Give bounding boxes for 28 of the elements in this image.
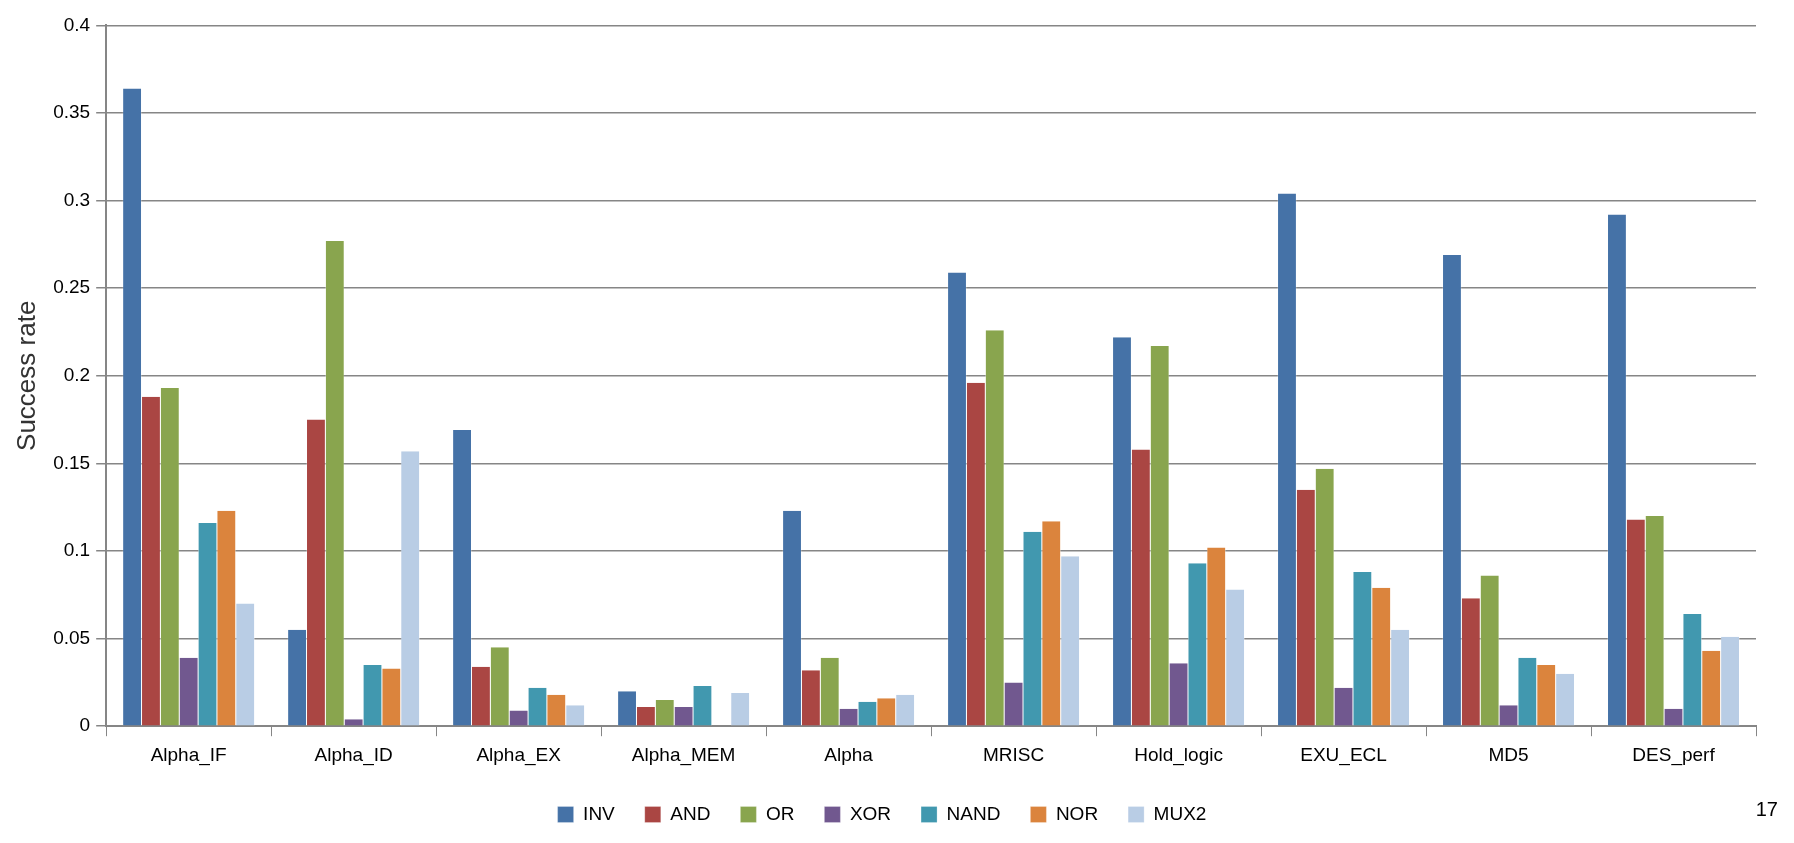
y-tick-label: 0.35 bbox=[53, 101, 91, 123]
legend-label: OR bbox=[765, 802, 795, 824]
legend-label: INV bbox=[583, 802, 616, 824]
y-tick-label: 0 bbox=[79, 714, 91, 736]
y-axis-title: Success rate bbox=[10, 300, 41, 451]
y-tick-label: 0.2 bbox=[63, 364, 91, 386]
y-tick-label: 0.3 bbox=[63, 188, 91, 210]
y-tick-label: 0.15 bbox=[53, 451, 91, 473]
x-tick-label: Alpha_MEM bbox=[631, 743, 736, 766]
legend-label: MUX2 bbox=[1153, 802, 1207, 824]
x-tick-label: Alpha bbox=[824, 743, 874, 765]
x-tick-label: Alpha_ID bbox=[314, 743, 393, 766]
legend-label: XOR bbox=[849, 802, 892, 824]
x-tick-label: EXU_ECL bbox=[1300, 743, 1387, 766]
y-tick-label: 0.05 bbox=[53, 626, 91, 648]
y-tick-label: 0.25 bbox=[53, 276, 91, 298]
x-tick-label: Alpha_EX bbox=[476, 743, 562, 766]
legend-label: NOR bbox=[1055, 802, 1099, 824]
x-tick-label: Hold_logic bbox=[1134, 743, 1223, 766]
y-tick-label: 0.1 bbox=[63, 539, 91, 561]
x-tick-label: DES_perf bbox=[1632, 743, 1716, 766]
legend-label: NAND bbox=[946, 802, 1001, 824]
x-tick-label: Alpha_IF bbox=[150, 743, 227, 766]
x-tick-label: MD5 bbox=[1488, 743, 1529, 765]
text: 17 bbox=[1755, 797, 1778, 820]
x-tick-label: MRISC bbox=[982, 743, 1045, 765]
y-tick-label: 0.4 bbox=[63, 13, 91, 35]
legend-label: AND bbox=[670, 802, 711, 824]
